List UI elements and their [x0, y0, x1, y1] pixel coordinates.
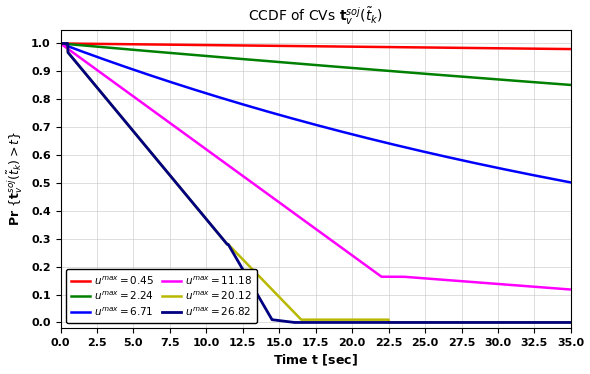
Line: $u^{max} = 20.12$: $u^{max} = 20.12$ [61, 43, 571, 322]
$u^{max} = 6.71$ [568, 180, 575, 185]
$u^{max} = 0.45$ [568, 47, 575, 51]
$u^{max} = 0.45$ [389, 45, 396, 49]
$u^{max} = 26.82$ [57, 41, 64, 46]
$u^{max} = 20.12$ [150, 153, 157, 157]
$u^{max} = 11.18$ [568, 287, 575, 292]
$u^{max} = 2.24$ [363, 67, 370, 71]
$u^{max} = 26.82$ [290, 320, 297, 325]
$u^{max} = 6.71$ [477, 162, 484, 166]
$u^{max} = 11.18$ [252, 183, 259, 187]
$u^{max} = 2.24$ [57, 41, 64, 46]
$u^{max} = 11.18$ [363, 264, 370, 268]
$u^{max} = 26.82$ [389, 320, 396, 325]
$u^{max} = 20.12$ [385, 320, 392, 325]
$u^{max} = 11.18$ [477, 280, 484, 285]
$u^{max} = 26.82$ [252, 289, 259, 294]
Line: $u^{max} = 11.18$: $u^{max} = 11.18$ [61, 43, 571, 289]
$u^{max} = 6.71$ [252, 106, 259, 110]
$u^{max} = 20.12$ [568, 320, 575, 325]
$u^{max} = 0.45$ [252, 43, 259, 48]
$u^{max} = 2.24$ [477, 76, 484, 80]
$u^{max} = 2.24$ [568, 83, 575, 87]
$u^{max} = 2.24$ [438, 73, 445, 77]
$u^{max} = 0.45$ [150, 42, 157, 47]
$u^{max} = 6.71$ [57, 41, 64, 46]
$u^{max} = 2.24$ [150, 49, 157, 54]
$u^{max} = 0.45$ [57, 41, 64, 46]
Legend: $u^{max} = 0.45$, $u^{max} = 2.24$, $u^{max} = 6.71$, $u^{max} = 11.18$, $u^{max: $u^{max} = 0.45$, $u^{max} = 2.24$, $u^{… [65, 269, 257, 323]
$u^{max} = 20.12$ [57, 41, 64, 46]
$u^{max} = 6.71$ [389, 142, 396, 147]
$u^{max} = 11.18$ [57, 41, 64, 46]
$u^{max} = 20.12$ [363, 318, 370, 322]
$u^{max} = 11.18$ [150, 108, 157, 113]
$u^{max} = 26.82$ [363, 320, 371, 325]
$u^{max} = 20.12$ [438, 320, 445, 325]
Line: $u^{max} = 6.71$: $u^{max} = 6.71$ [61, 43, 571, 183]
Y-axis label: Pr $\{\mathbf{t}_v^{soj}(\tilde{t}_k) > t\}$: Pr $\{\mathbf{t}_v^{soj}(\tilde{t}_k) > … [5, 131, 25, 226]
$u^{max} = 0.45$ [438, 45, 445, 50]
$u^{max} = 11.18$ [389, 275, 396, 279]
X-axis label: Time $\mathbf{t}$ [sec]: Time $\mathbf{t}$ [sec] [273, 353, 358, 368]
Line: $u^{max} = 0.45$: $u^{max} = 0.45$ [61, 43, 571, 49]
$u^{max} = 20.12$ [389, 320, 396, 325]
$u^{max} = 26.82$ [568, 320, 575, 325]
$u^{max} = 26.82$ [477, 320, 484, 325]
$u^{max} = 26.82$ [438, 320, 445, 325]
$u^{max} = 20.12$ [252, 270, 259, 275]
$u^{max} = 0.45$ [363, 45, 370, 49]
$u^{max} = 20.12$ [477, 320, 484, 325]
$u^{max} = 11.18$ [438, 278, 445, 282]
Line: $u^{max} = 26.82$: $u^{max} = 26.82$ [61, 43, 571, 322]
Title: CCDF of CVs $\mathbf{t}_v^{soj}(\tilde{t}_k)$: CCDF of CVs $\mathbf{t}_v^{soj}(\tilde{t… [248, 6, 384, 27]
Line: $u^{max} = 2.24$: $u^{max} = 2.24$ [61, 43, 571, 85]
$u^{max} = 6.71$ [150, 74, 157, 79]
$u^{max} = 0.45$ [477, 46, 484, 50]
$u^{max} = 26.82$ [150, 153, 157, 157]
$u^{max} = 6.71$ [363, 136, 370, 140]
$u^{max} = 2.24$ [252, 58, 259, 62]
$u^{max} = 6.71$ [438, 153, 445, 158]
$u^{max} = 2.24$ [389, 69, 396, 73]
